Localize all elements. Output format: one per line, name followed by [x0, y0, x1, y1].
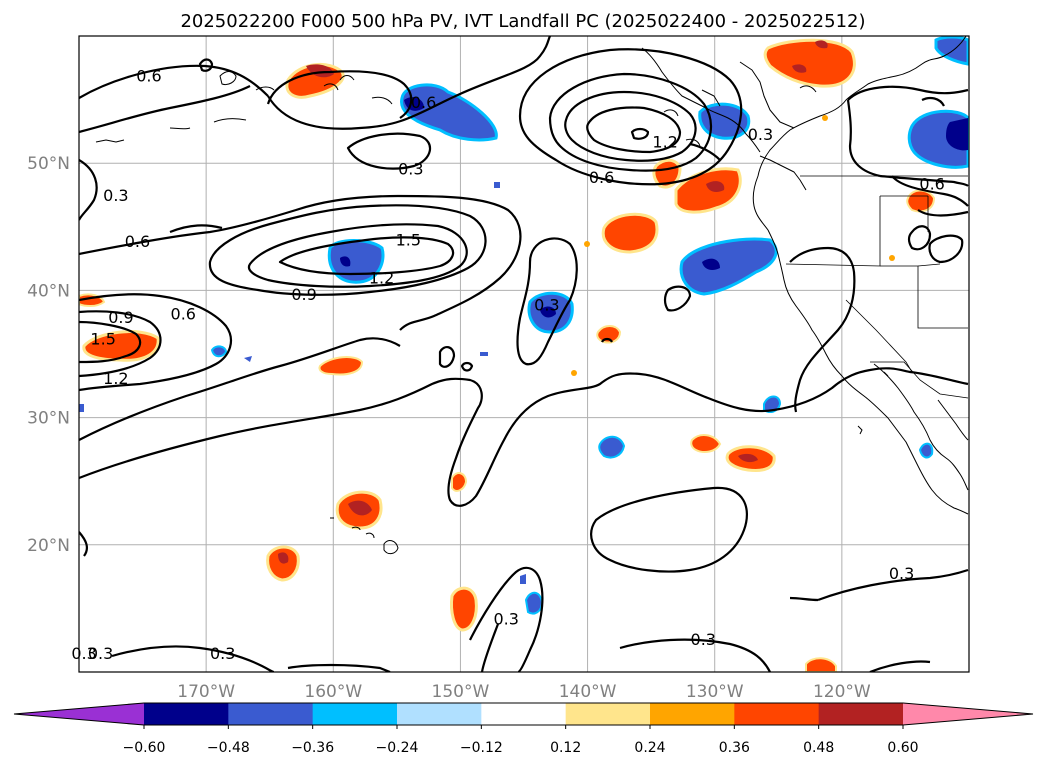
latitude-labels: 50°N 40°N 30°N 20°N: [27, 154, 70, 556]
chart-title: 2025022200 F000 500 hPa PV, IVT Landfall…: [180, 11, 865, 32]
colorbar-tick-label: 0.60: [887, 740, 918, 756]
colorbar-tick-label: −0.60: [123, 740, 166, 756]
contour-label: 0.6: [171, 304, 196, 323]
longitude-tick-label: 120°W: [813, 682, 871, 702]
colorbar-tick-label: −0.24: [376, 740, 419, 756]
colorbar-bin: [650, 703, 735, 725]
colorbar-extend-min: [14, 703, 144, 725]
longitude-tick-label: 140°W: [559, 682, 617, 702]
longitude-labels: 170°W 160°W 150°W 140°W 130°W 120°W: [177, 682, 871, 702]
contour-label: 1.2: [652, 133, 677, 152]
colorbar-bin: [734, 703, 820, 725]
map-panel: [79, 36, 969, 672]
contour-label: 1.2: [103, 369, 128, 388]
positive-anomaly: [596, 325, 622, 344]
positive-anomaly: [763, 38, 856, 88]
contour-label: 0.3: [88, 644, 113, 663]
contour-label: 0.9: [291, 285, 316, 304]
colorbar-tick-label: −0.12: [460, 740, 503, 756]
colorbar-tick-label: 0.24: [634, 740, 665, 756]
positive-anomaly: [805, 657, 837, 672]
contour-label: 1.5: [90, 330, 115, 349]
positive-anomaly: [601, 212, 659, 254]
contour-label: 1.5: [396, 231, 421, 250]
colorbar-tick-label: 0.48: [803, 740, 834, 756]
contour-label: 0.6: [411, 93, 436, 112]
longitude-tick-label: 170°W: [177, 682, 235, 702]
contour-label: 0.9: [108, 308, 133, 327]
map-frame: [78, 35, 970, 673]
positive-anomaly: [451, 472, 468, 492]
colorbar-bin: [397, 703, 482, 725]
longitude-tick-label: 130°W: [686, 682, 744, 702]
colorbar-bin: [565, 703, 651, 725]
colorbar-bin: [228, 703, 314, 725]
contour-label: 0.6: [125, 232, 150, 251]
contour-label: 1.2: [369, 269, 394, 288]
colorbar-tick-label: −0.48: [207, 740, 250, 756]
contour-label: 0.6: [919, 175, 944, 194]
contour-label: 0.3: [691, 630, 716, 649]
negative-anomaly: [598, 435, 626, 459]
contour-label: 0.3: [889, 564, 914, 583]
political-borders: [785, 175, 969, 399]
negative-anomaly: [698, 102, 751, 140]
latitude-tick-label: 20°N: [27, 536, 70, 556]
contour-label: 0.3: [210, 644, 235, 663]
negative-anomaly: [679, 237, 778, 296]
contour-label: 0.3: [71, 644, 96, 663]
colorbar-bin: [144, 703, 229, 725]
positive-anomaly: [450, 586, 478, 632]
graticule: [79, 36, 969, 672]
negative-anomaly: [400, 83, 498, 142]
negative-anomaly: [210, 345, 228, 358]
colorbar-extend-max: [903, 703, 1033, 725]
latitude-tick-label: 40°N: [27, 281, 70, 301]
contour-label: 0.3: [534, 295, 559, 314]
colorbar-bin: [818, 703, 904, 725]
contour-label: 0.3: [398, 159, 423, 178]
negative-anomaly: [524, 591, 544, 615]
coastlines: [95, 36, 969, 555]
colorbar-tick-label: 0.12: [550, 740, 581, 756]
contour-label: 0.3: [103, 186, 128, 205]
contour-label: 0.3: [748, 125, 773, 144]
contour-label: 0.3: [493, 610, 518, 629]
positive-anomaly: [318, 356, 364, 376]
contour-label: 0.6: [136, 66, 161, 85]
latitude-tick-label: 30°N: [27, 409, 70, 429]
longitude-tick-label: 160°W: [304, 682, 362, 702]
colorbar-tick-label: −0.36: [291, 740, 334, 756]
colorbar: −0.60 −0.48 −0.36 −0.24 −0.12 0.12 0.24 0.36 0.4…: [13, 702, 1034, 756]
contour-labels: 0.60.60.30.30.6 1.51.20.90.9 0.61.51.20.31…: [71, 66, 944, 662]
pv-contours: [79, 36, 969, 672]
negative-anomaly: [918, 442, 934, 459]
positive-anomaly: [906, 189, 936, 213]
colorbar-bin: [481, 703, 567, 725]
colorbar-tick-label: 0.36: [719, 740, 750, 756]
latitude-tick-label: 50°N: [27, 154, 70, 174]
contour-label: 0.6: [589, 168, 614, 187]
longitude-tick-label: 150°W: [432, 682, 490, 702]
positive-anomaly: [690, 434, 722, 453]
colorbar-bin: [312, 703, 398, 725]
